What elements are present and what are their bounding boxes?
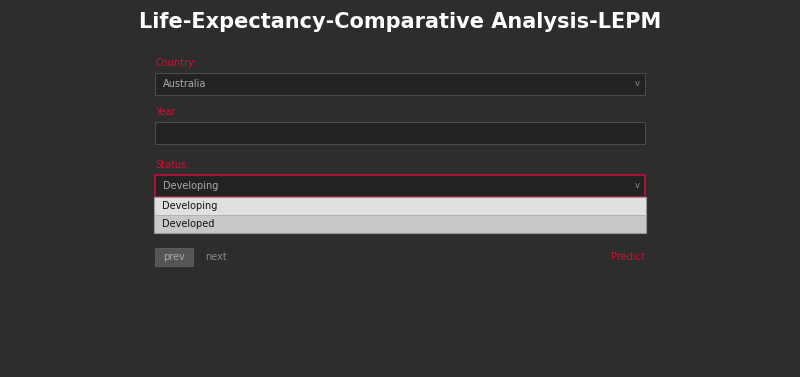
FancyBboxPatch shape xyxy=(155,248,193,266)
Text: Life-Expectancy-Comparative Analysis-LEPM: Life-Expectancy-Comparative Analysis-LEP… xyxy=(139,12,661,32)
Text: v: v xyxy=(634,181,639,190)
Text: Year:: Year: xyxy=(155,107,178,117)
FancyBboxPatch shape xyxy=(155,73,645,95)
FancyBboxPatch shape xyxy=(155,175,645,197)
Text: Predict: Predict xyxy=(611,252,645,262)
FancyBboxPatch shape xyxy=(154,197,646,215)
Text: Developing: Developing xyxy=(162,201,218,211)
Text: Status:: Status: xyxy=(155,160,190,170)
Text: next: next xyxy=(205,252,226,262)
Text: Australia: Australia xyxy=(163,79,206,89)
Text: Country:: Country: xyxy=(155,58,196,68)
FancyBboxPatch shape xyxy=(155,122,645,144)
Text: Developing: Developing xyxy=(163,181,218,191)
Text: prev: prev xyxy=(163,252,185,262)
FancyBboxPatch shape xyxy=(154,215,646,233)
Text: Developed: Developed xyxy=(162,219,214,229)
Text: v: v xyxy=(634,80,639,89)
